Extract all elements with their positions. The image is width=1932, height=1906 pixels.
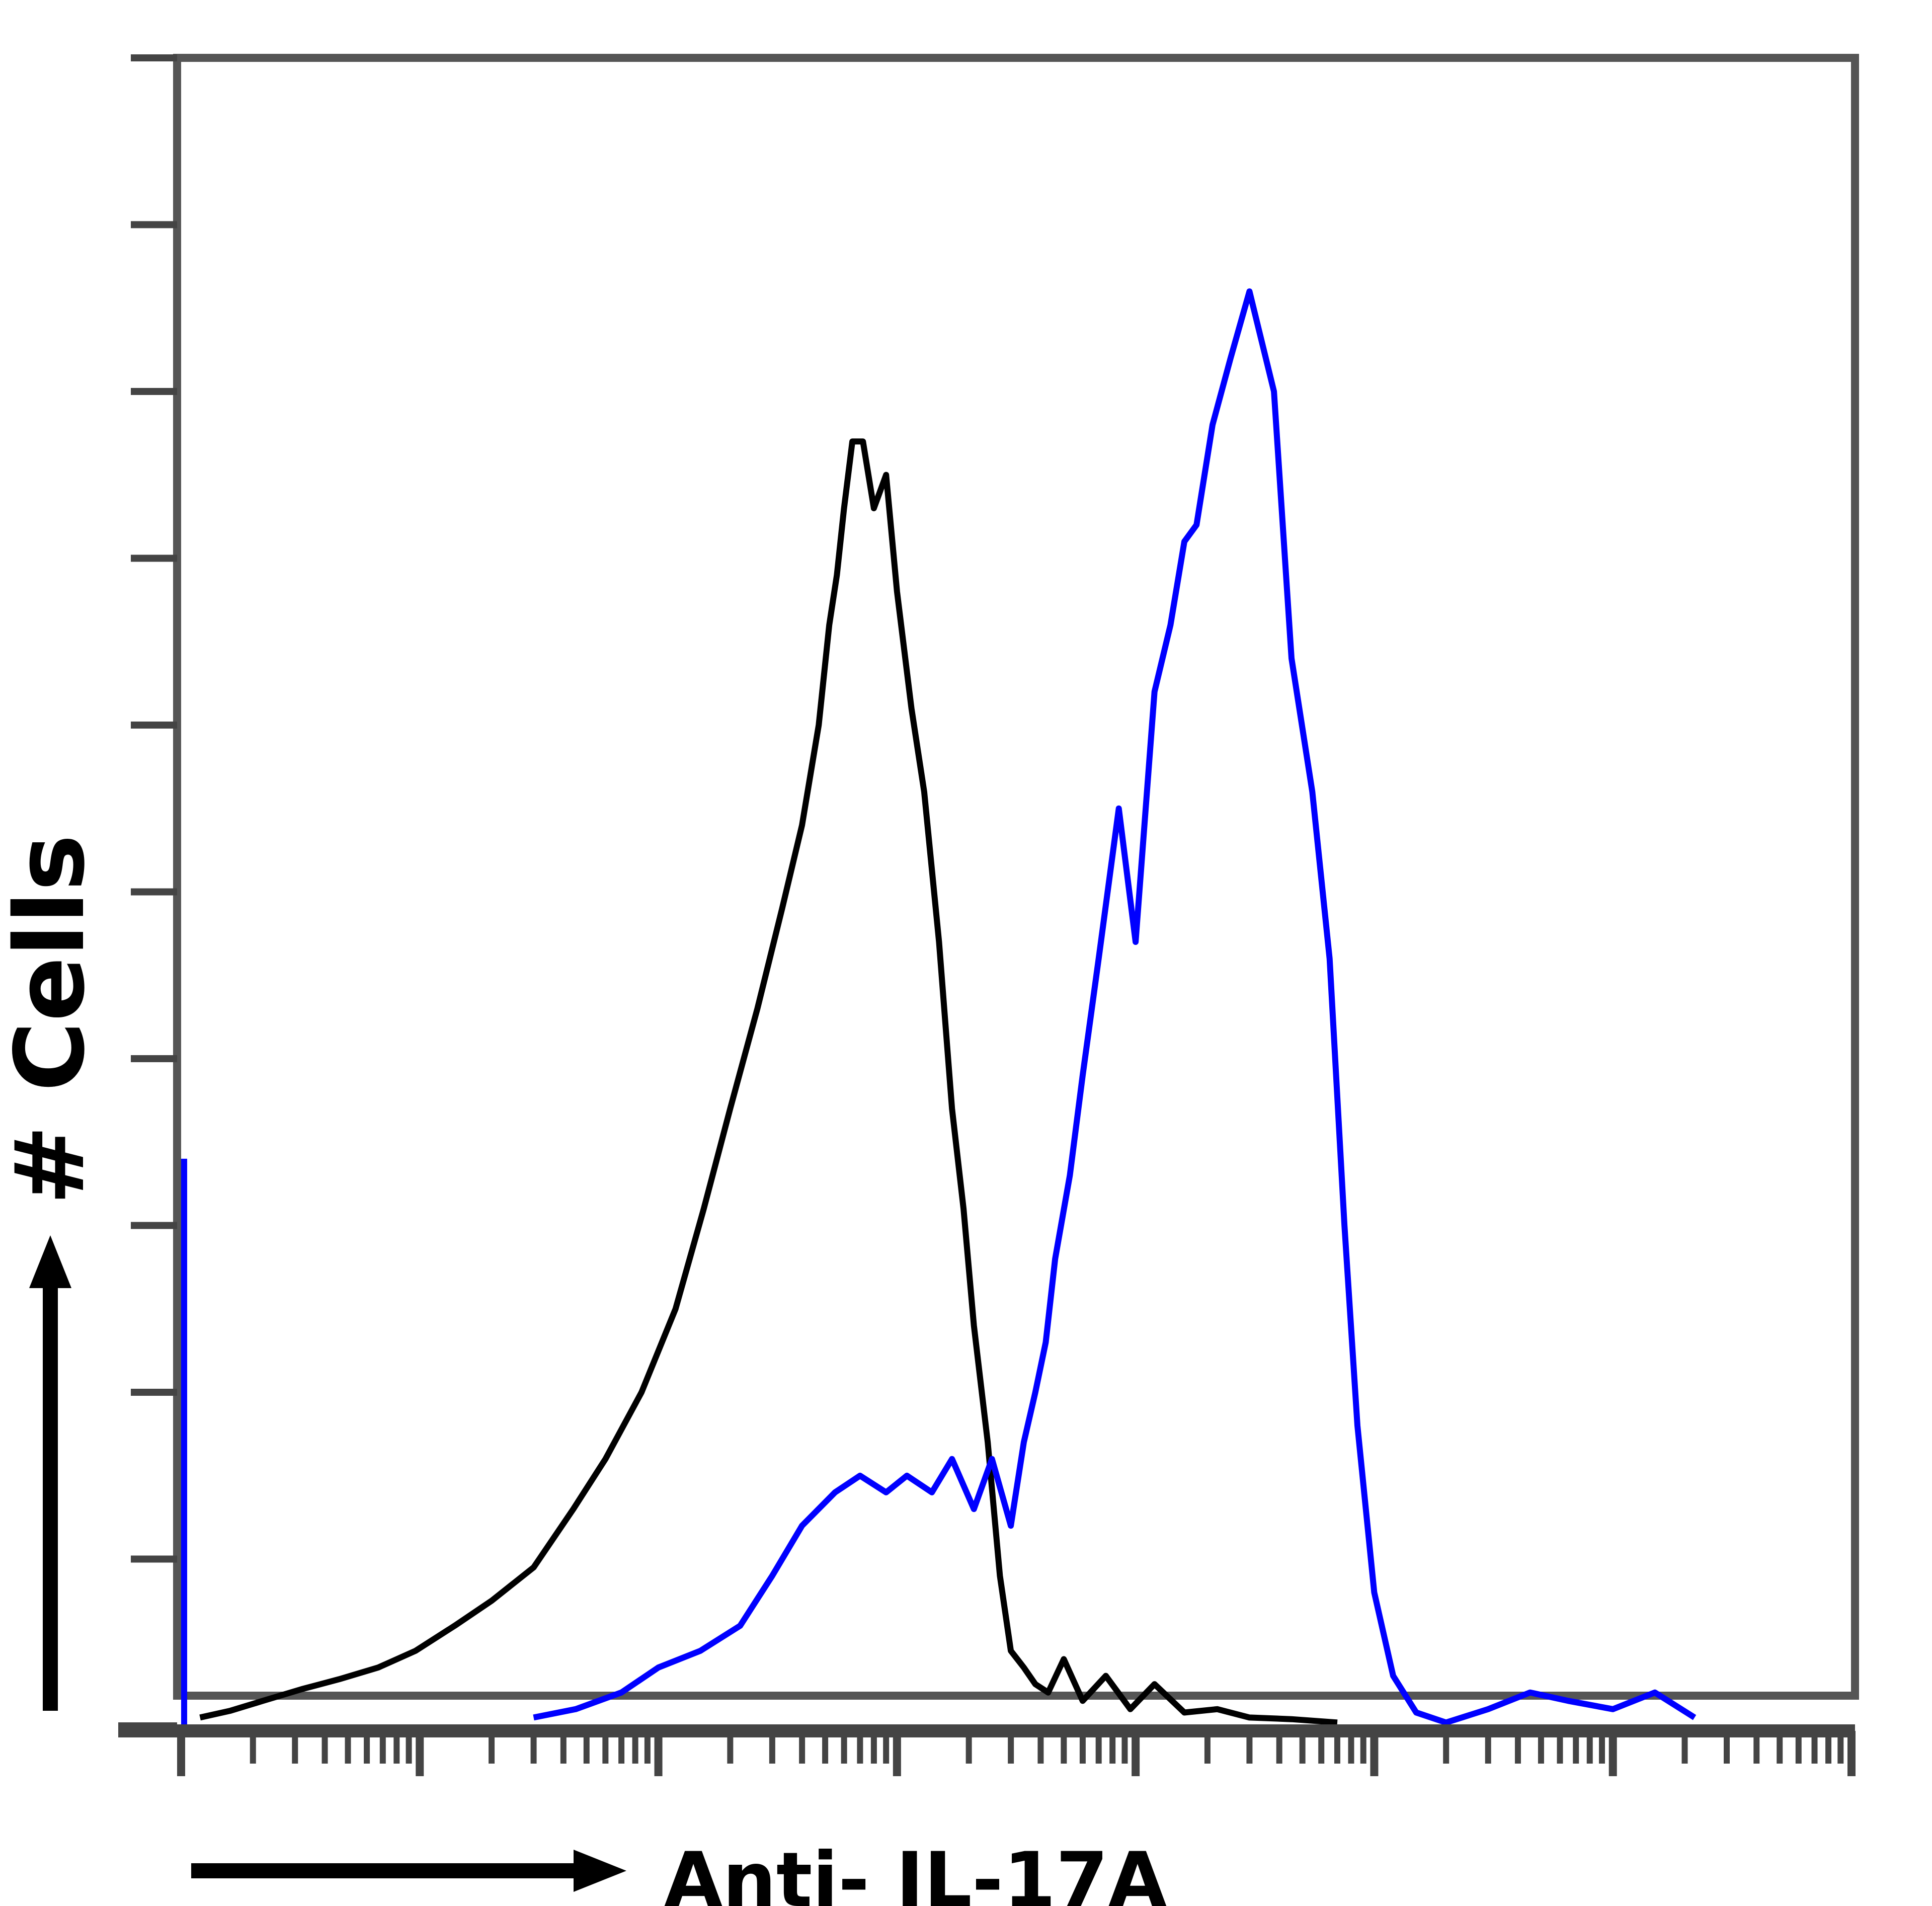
- y-axis-arrow: [29, 1235, 71, 1711]
- y-axis-ticks: [118, 54, 177, 1729]
- series-line-blue: [533, 288, 1697, 1726]
- x-axis-arrow: [191, 1850, 626, 1892]
- series-line-black: [199, 438, 1338, 1726]
- plot-frame: [173, 54, 1859, 1700]
- series-layer: [181, 288, 1697, 1726]
- y-axis-label: # Cells: [0, 834, 106, 1205]
- x-axis-label: Anti- IL-17A: [664, 1837, 1167, 1906]
- x-axis-ticks: [177, 1731, 1856, 1776]
- plot-area: [173, 54, 1859, 1700]
